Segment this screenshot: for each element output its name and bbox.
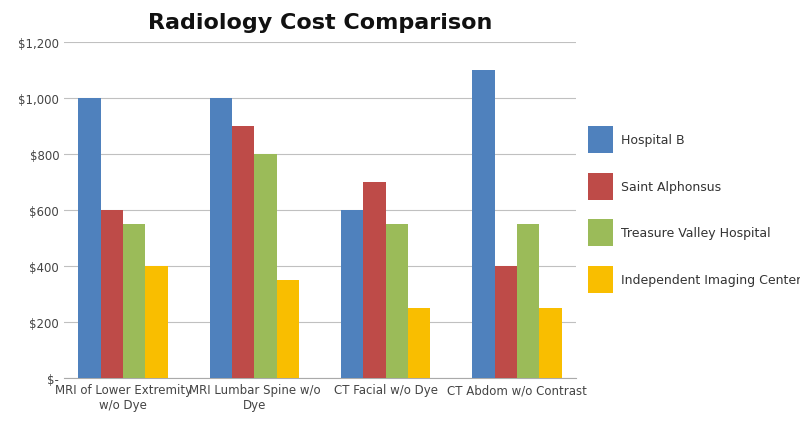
- Text: Saint Alphonsus: Saint Alphonsus: [622, 180, 722, 194]
- Bar: [363, 183, 386, 378]
- Bar: [472, 71, 494, 378]
- Title: Radiology Cost Comparison: Radiology Cost Comparison: [148, 13, 492, 33]
- Text: Treasure Valley Hospital: Treasure Valley Hospital: [622, 227, 771, 240]
- Bar: [539, 309, 562, 378]
- Bar: [588, 220, 613, 247]
- Bar: [78, 99, 101, 378]
- Bar: [277, 280, 299, 378]
- Bar: [101, 211, 123, 378]
- Bar: [517, 224, 539, 378]
- Bar: [232, 127, 254, 378]
- Text: Hospital B: Hospital B: [622, 134, 685, 147]
- Bar: [588, 266, 613, 293]
- Bar: [386, 224, 408, 378]
- Bar: [210, 99, 232, 378]
- Bar: [408, 309, 430, 378]
- Bar: [146, 267, 168, 378]
- Bar: [341, 211, 363, 378]
- Bar: [588, 127, 613, 154]
- Bar: [494, 267, 517, 378]
- Text: Independent Imaging Center: Independent Imaging Center: [622, 273, 800, 286]
- Bar: [123, 224, 146, 378]
- Bar: [588, 173, 613, 200]
- Bar: [254, 155, 277, 378]
